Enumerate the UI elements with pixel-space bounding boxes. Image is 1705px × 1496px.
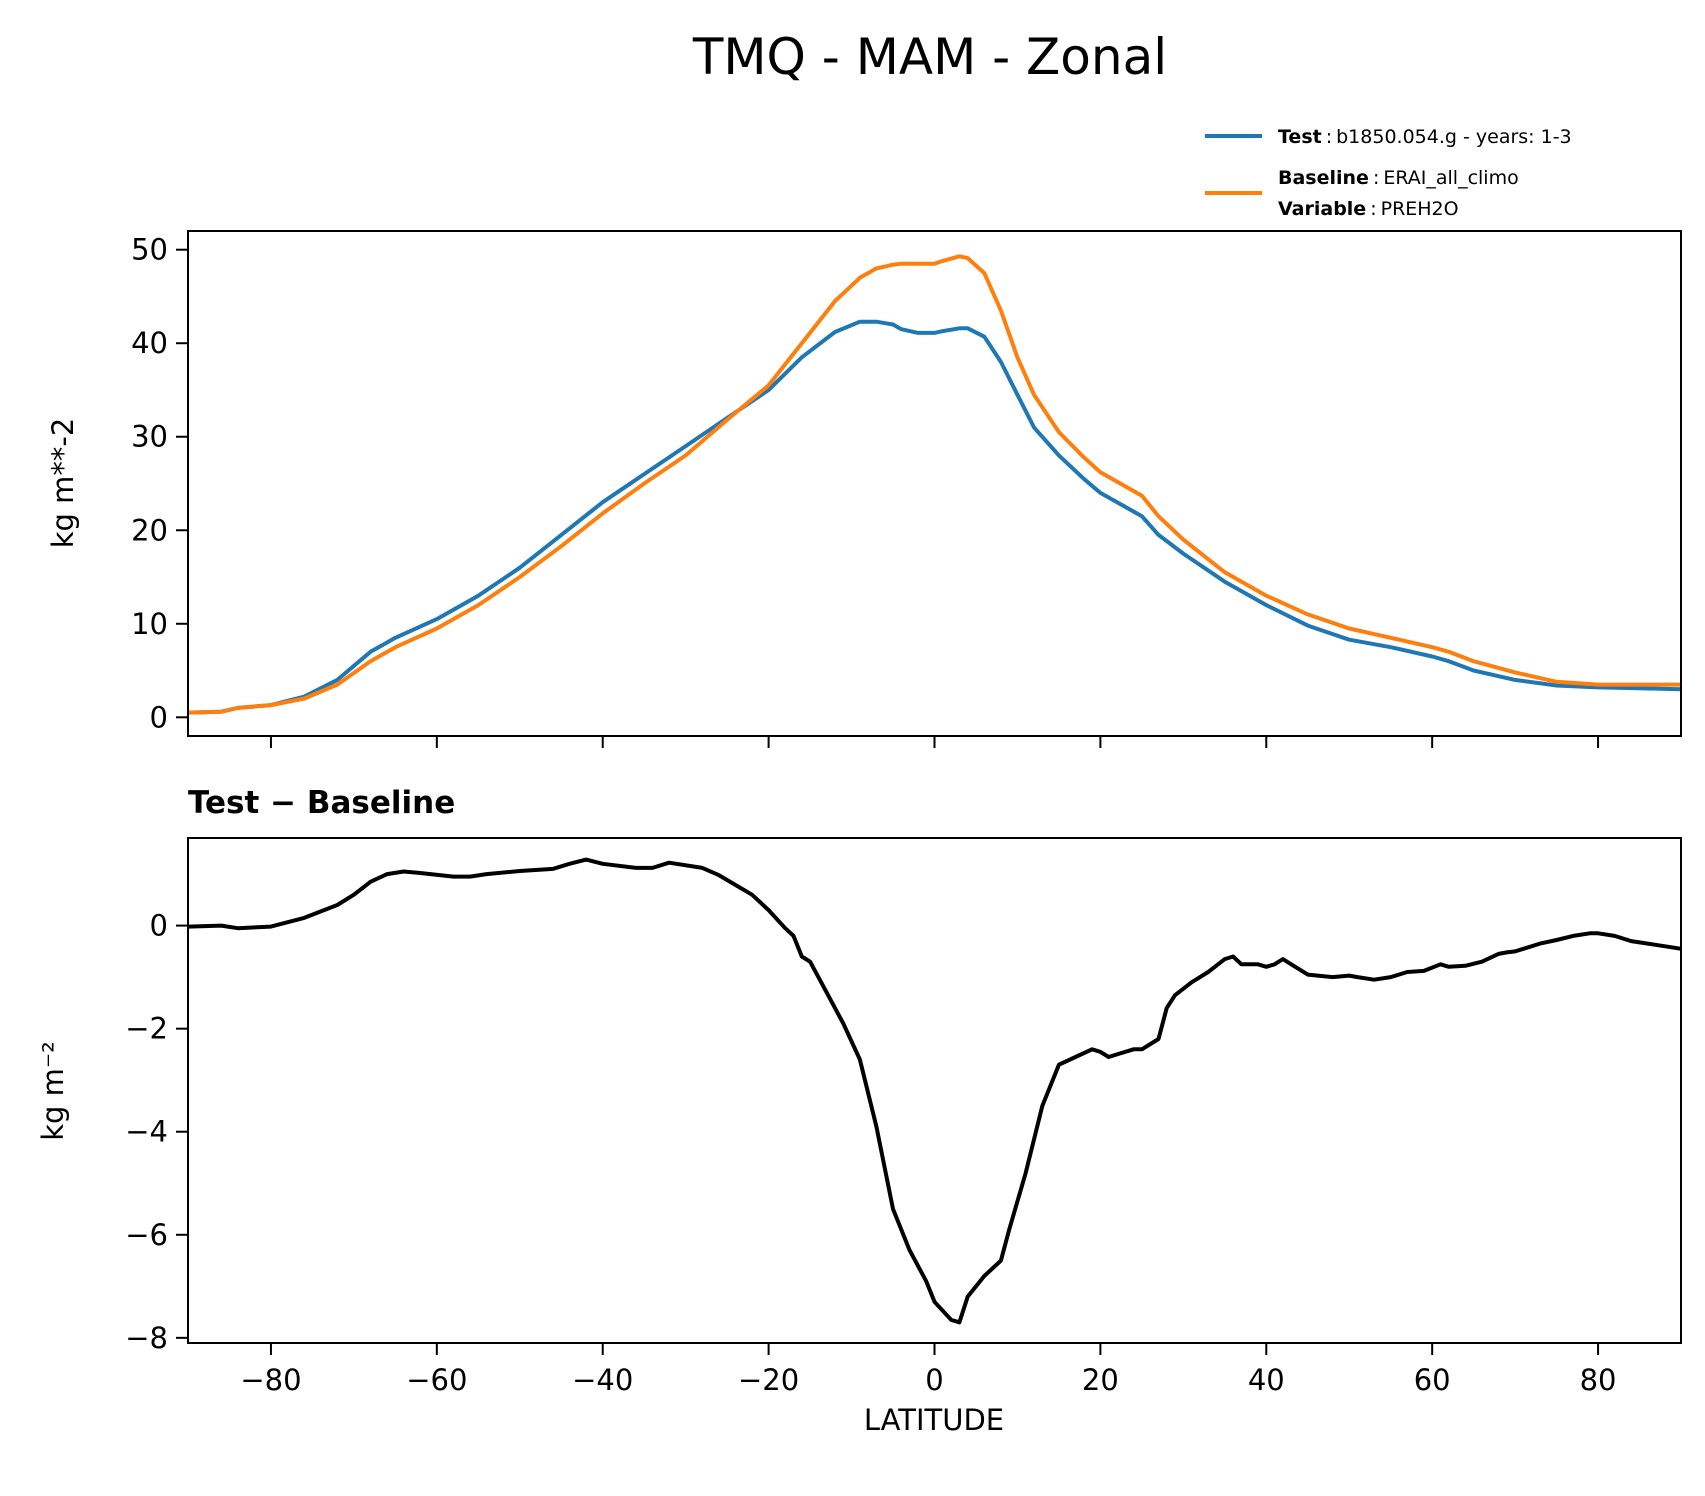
legend-variable-key: Variable: [1278, 198, 1366, 220]
top-y-axis-label: kg m**-2: [46, 418, 80, 549]
bottom-x-tick-label: −20: [738, 1363, 799, 1397]
chart-title: TMQ - MAM - Zonal: [692, 28, 1167, 86]
top-y-tick-label: 10: [131, 607, 168, 641]
bottom-y-tick-label: 0: [150, 909, 168, 943]
top-panel: 0 10 20 30 40 50 kg m**-2: [46, 230, 1682, 748]
legend-label-test: Test: b1850.054.g - years: 1-3: [1278, 126, 1572, 148]
bottom-x-tick-label: 80: [1580, 1363, 1617, 1397]
bottom-x-tick-label: 60: [1414, 1363, 1451, 1397]
bottom-y-axis-label: kg m⁻²: [36, 1041, 70, 1141]
legend-baseline-key: Baseline: [1278, 167, 1369, 189]
legend: Test: b1850.054.g - years: 1-3 Baseline: E…: [1205, 126, 1572, 220]
top-series-line-test: [187, 319, 1682, 715]
legend-label-baseline: Baseline: ERAI_all_climo: [1278, 167, 1519, 189]
legend-test-value: b1850.054.g - years: 1-3: [1336, 126, 1572, 148]
bottom-panel-title: Test − Baseline: [188, 785, 455, 821]
bottom-x-tick-label: 0: [925, 1363, 943, 1397]
top-y-tick-label: 0: [150, 700, 168, 734]
bottom-series-layer: [187, 857, 1682, 1325]
legend-variable-value: PREH2O: [1381, 198, 1459, 220]
bottom-x-tick-label: −80: [240, 1363, 301, 1397]
top-y-tick-label: 50: [131, 233, 168, 267]
top-ticks-layer: 0 10 20 30 40 50: [131, 233, 1600, 748]
bottom-y-tick-label: −6: [125, 1218, 168, 1252]
bottom-y-tick-label: −4: [125, 1115, 168, 1149]
bottom-x-tick-label: 20: [1082, 1363, 1119, 1397]
top-series-layer: [187, 254, 1682, 715]
bottom-x-tick-label: 40: [1248, 1363, 1285, 1397]
bottom-plot-frame: [187, 837, 1682, 1344]
top-y-tick-label: 40: [131, 326, 168, 360]
bottom-y-tick-label: −8: [125, 1321, 168, 1355]
legend-baseline-value: ERAI_all_climo: [1383, 167, 1518, 189]
bottom-panel: Test − Baseline −80 −60 −40 −20 0 20 40 60 80 0 −2…: [36, 785, 1682, 1437]
top-y-tick-label: 30: [131, 420, 168, 454]
top-plot-frame: [187, 230, 1682, 737]
top-series-line-baseline: [187, 254, 1681, 715]
top-y-tick-label: 20: [131, 513, 168, 547]
bottom-x-tick-label: −40: [572, 1363, 633, 1397]
bottom-y-tick-label: −2: [125, 1012, 168, 1046]
bottom-x-tick-label: −60: [406, 1363, 467, 1397]
bottom-series-line-difference: [187, 857, 1682, 1325]
bottom-ticks-layer: −80 −60 −40 −20 0 20 40 60 80 0 −2 −4 −6 −8: [125, 909, 1616, 1397]
x-axis-label: LATITUDE: [864, 1403, 1004, 1437]
legend-label-variable: Variable: PREH2O: [1278, 198, 1459, 220]
legend-test-key: Test: [1278, 126, 1322, 148]
